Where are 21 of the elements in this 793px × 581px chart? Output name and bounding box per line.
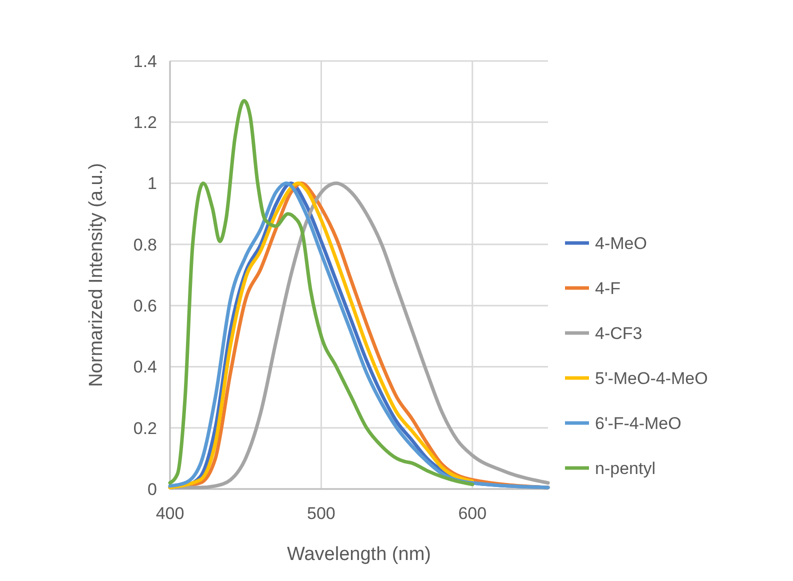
y-tick-label: 0	[148, 480, 157, 499]
x-axis-title: Wavelength (nm)	[287, 544, 431, 565]
y-tick-label: 1.2	[133, 113, 157, 132]
line-series	[168, 182, 474, 490]
x-tick-label: 400	[156, 504, 184, 523]
y-tick-label: 1	[148, 174, 157, 194]
legend-label: n-pentyl	[595, 458, 656, 478]
y-tick-label: 1.4	[133, 52, 157, 71]
y-tick-label: 0.2	[133, 418, 157, 438]
x-tick-label: 600	[458, 504, 487, 523]
legend-label: 4-F	[595, 278, 620, 298]
y-axis-title: Normarized Intensity (a.u.)	[86, 163, 107, 387]
line-series	[168, 98, 474, 486]
y-tick-label: 0.8	[133, 235, 157, 254]
legend-label: 6'-F-4-MeO	[595, 414, 682, 433]
y-tick-label: 0.6	[133, 296, 157, 316]
legend-label: 4-MeO	[595, 234, 647, 253]
legend-label: 5'-MeO-4-MeO	[595, 368, 708, 388]
legend-label: 4-CF3	[595, 324, 642, 343]
x-tick-label: 500	[307, 504, 336, 523]
y-tick-label: 0.4	[133, 358, 157, 377]
